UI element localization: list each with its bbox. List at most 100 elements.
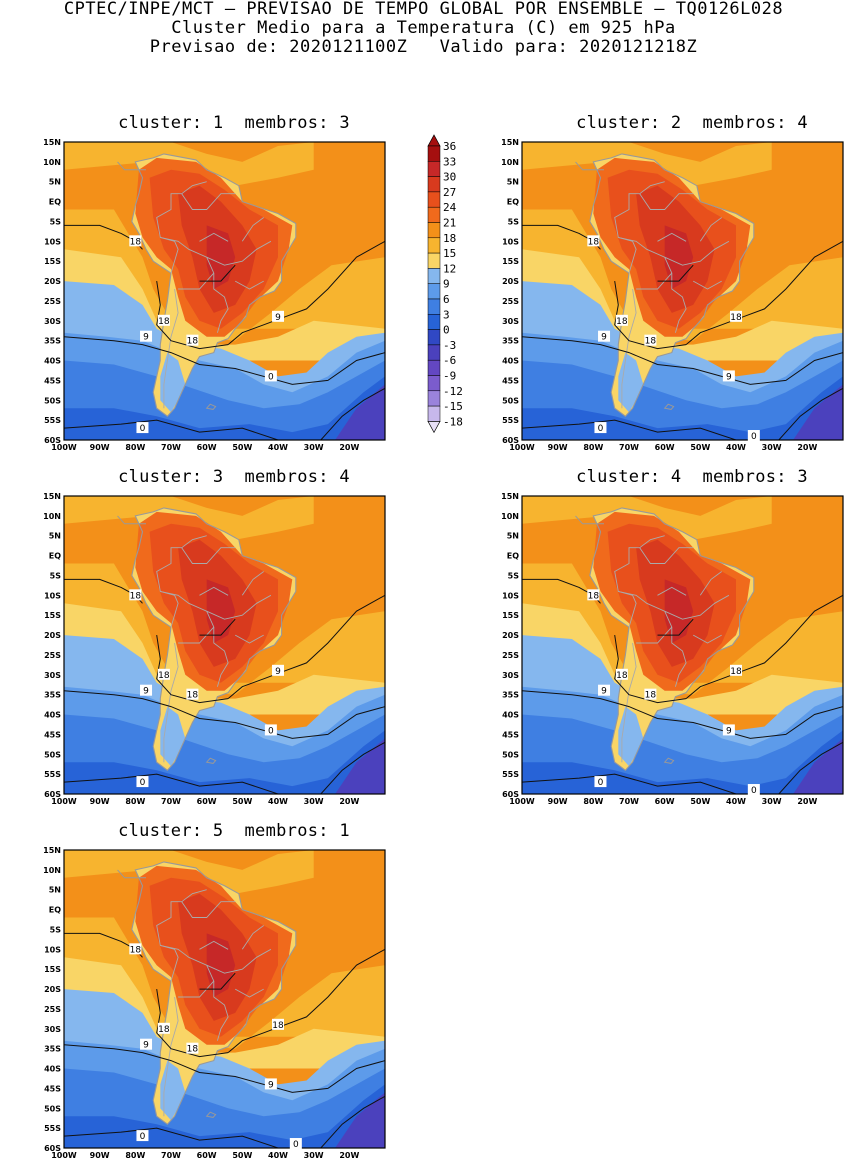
- figure-titles: CPTEC/INPE/MCT – PREVISAO DE TEMPO GLOBA…: [0, 0, 847, 57]
- lat-tick-label: 45S: [502, 376, 519, 385]
- contour-label-bg: [264, 1078, 277, 1090]
- field-below-0: [335, 738, 385, 794]
- lat-tick-label: 30S: [44, 1025, 61, 1034]
- legend-level-label: 27: [443, 186, 456, 199]
- map-frame: [63, 141, 386, 441]
- falkland-islands: [663, 757, 675, 764]
- contour-label-bg: [129, 589, 142, 601]
- coastline: [589, 507, 755, 771]
- contour-label-bg: [594, 776, 607, 788]
- legend-min-arrow: [427, 421, 441, 434]
- lon-tick-label: 40W: [268, 443, 288, 452]
- legend-level-label: 3: [443, 308, 450, 321]
- main-title: CPTEC/INPE/MCT – PREVISAO DE TEMPO GLOBA…: [63, 0, 784, 19]
- legend-level-label: 15: [443, 247, 456, 260]
- lon-tick-label: 60W: [197, 1151, 217, 1160]
- lat-tick-label: 45S: [502, 730, 519, 739]
- contour-line: [64, 336, 385, 385]
- country-border: [241, 571, 264, 596]
- contour-label-bg: [594, 422, 607, 434]
- variable-title: Cluster Medio para a Temperatura (C) em …: [171, 18, 676, 38]
- lon-tick-label: 100W: [509, 443, 535, 452]
- lon-tick-label: 50W: [232, 797, 252, 806]
- country-border: [163, 996, 179, 1117]
- contour-line: [685, 240, 843, 345]
- contour-label-bg: [136, 1130, 149, 1142]
- lon-tick-label: 90W: [90, 1151, 110, 1160]
- lat-tick-label: 15S: [502, 611, 519, 620]
- country-border: [178, 626, 215, 644]
- lat-tick-label: 30S: [502, 671, 519, 680]
- lat-tick-label: 15N: [501, 138, 519, 147]
- lat-tick-label: 10S: [44, 945, 61, 954]
- lat-tick-label: 5S: [508, 217, 520, 226]
- contour-label-bg: [644, 334, 657, 346]
- panel-title: cluster: 2 membros: 4: [576, 113, 808, 133]
- contour-line: [320, 387, 385, 440]
- lat-tick-label: 60S: [502, 436, 519, 445]
- contour-label-bg: [264, 370, 277, 382]
- lat-tick-label: 15N: [501, 492, 519, 501]
- legend-level-label: 21: [443, 217, 456, 230]
- contour-label: 18: [158, 317, 170, 327]
- lat-tick-label: 35S: [44, 1045, 61, 1054]
- legend-level-label: -12: [443, 385, 463, 398]
- contour-line: [64, 1127, 279, 1148]
- lon-tick-label: 100W: [51, 797, 77, 806]
- country-border: [206, 594, 272, 620]
- legend-level-label: -6: [443, 354, 456, 367]
- contour-label: 0: [598, 778, 604, 788]
- contour-line: [657, 618, 694, 636]
- coastline: [131, 153, 297, 417]
- lat-tick-label: 15N: [43, 846, 61, 855]
- temperature-map: 15N 10N 5N EQ 5S 10S 15S 20S 25S 30S 35S 40S 45S 50S 5…: [43, 138, 386, 452]
- legend-swatch: [427, 359, 441, 376]
- coastline: [589, 153, 755, 417]
- lat-tick-label: 50S: [44, 750, 61, 759]
- contour-label: 18: [616, 671, 628, 681]
- lon-tick-label: 80W: [125, 443, 145, 452]
- map-frame: [63, 849, 386, 1149]
- lat-tick-label: 45S: [44, 730, 61, 739]
- legend-level-label: -15: [443, 400, 463, 413]
- contour-label: 18: [730, 313, 742, 323]
- contour-label-bg: [615, 314, 628, 326]
- lat-tick-label: 30S: [44, 671, 61, 680]
- country-border: [156, 181, 207, 274]
- contour-label: 9: [726, 726, 732, 736]
- contour-label-bg: [730, 310, 742, 322]
- contour-line: [657, 264, 694, 282]
- falkland-islands: [205, 403, 217, 410]
- contour-label-bg: [722, 370, 735, 382]
- contour-line: [320, 741, 385, 794]
- lon-tick-label: 20W: [797, 443, 817, 452]
- contour-label: 0: [140, 778, 146, 788]
- country-border: [156, 889, 207, 982]
- falkland-islands: [663, 403, 675, 410]
- contour-label: 9: [601, 687, 607, 697]
- legend-swatch: [427, 176, 441, 193]
- contour-label: 9: [268, 1080, 274, 1090]
- map-field: [522, 496, 843, 794]
- contour-label: 0: [268, 372, 274, 382]
- country-border: [199, 586, 229, 596]
- country-border: [181, 901, 236, 918]
- contour-label-bg: [140, 1038, 153, 1050]
- country-border: [181, 193, 236, 210]
- temperature-map: 15N 10N 5N EQ 5S 10S 15S 20S 25S 30S 35S 40S 45S 50S 5…: [43, 492, 386, 806]
- country-border: [241, 925, 264, 950]
- lat-tick-label: 45S: [44, 1084, 61, 1093]
- country-border: [234, 280, 264, 290]
- contour-label-bg: [186, 334, 199, 346]
- country-border: [636, 626, 673, 644]
- lon-tick-label: 70W: [161, 1151, 181, 1160]
- country-border: [156, 535, 207, 628]
- country-border: [234, 634, 264, 644]
- lon-tick-label: 40W: [268, 1151, 288, 1160]
- lat-tick-label: 25S: [502, 651, 519, 660]
- lat-tick-label: 5S: [50, 925, 62, 934]
- contour-label-bg: [140, 330, 153, 342]
- legend-swatch: [427, 237, 441, 254]
- contour-label-bg: [129, 235, 142, 247]
- contour-line: [199, 972, 236, 990]
